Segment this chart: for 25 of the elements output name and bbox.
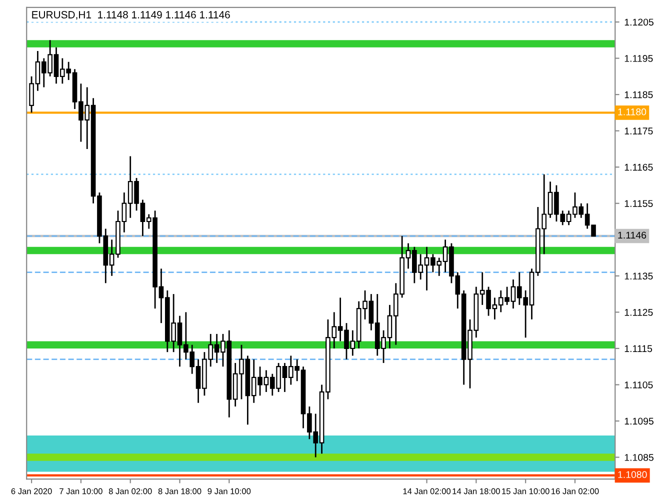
y-tick-label: 1.1105	[624, 381, 653, 388]
y-tick-label: 1.1185	[624, 91, 653, 98]
ref-line-label: 1.1080	[618, 471, 647, 478]
x-tick-label: 14 Jan 02:00	[403, 488, 451, 494]
y-tick-label: 1.1125	[624, 308, 653, 316]
y-tick-label: 1.1115	[624, 345, 652, 352]
y-tick-label: 1.1165	[624, 164, 653, 171]
x-tick-label: 8 Jan 02:00	[108, 488, 152, 494]
x-tick-label: 7 Jan 10:00	[60, 488, 102, 494]
ref-line-label: 1.1146	[618, 232, 646, 239]
x-tick-label: 16 Jan 02:00	[552, 488, 599, 494]
y-tick-label: 1.1135	[624, 272, 653, 280]
x-tick-label: 14 Jan 18:00	[452, 488, 500, 494]
x-tick-label: 9 Jan 10:00	[208, 488, 251, 494]
x-tick-label: 8 Jan 18:00	[158, 488, 202, 494]
ref-line-label: 1.1180	[618, 108, 646, 116]
x-tick-label: 15 Jan 10:00	[502, 488, 550, 494]
y-tick-label: 1.1205	[624, 18, 654, 26]
y-tick-label: 1.1195	[624, 55, 653, 62]
x-tick-label: 6 Jan 2020	[11, 488, 52, 494]
y-tick-label: 1.1155	[624, 200, 653, 207]
y-tick-label: 1.1175	[624, 128, 653, 134]
y-tick-label: 1.1085	[624, 454, 654, 461]
y-tick-label: 1.1095	[624, 418, 654, 425]
chart-title: EURUSD,H1 1.1148 1.1149 1.1146 1.1146	[32, 11, 230, 20]
